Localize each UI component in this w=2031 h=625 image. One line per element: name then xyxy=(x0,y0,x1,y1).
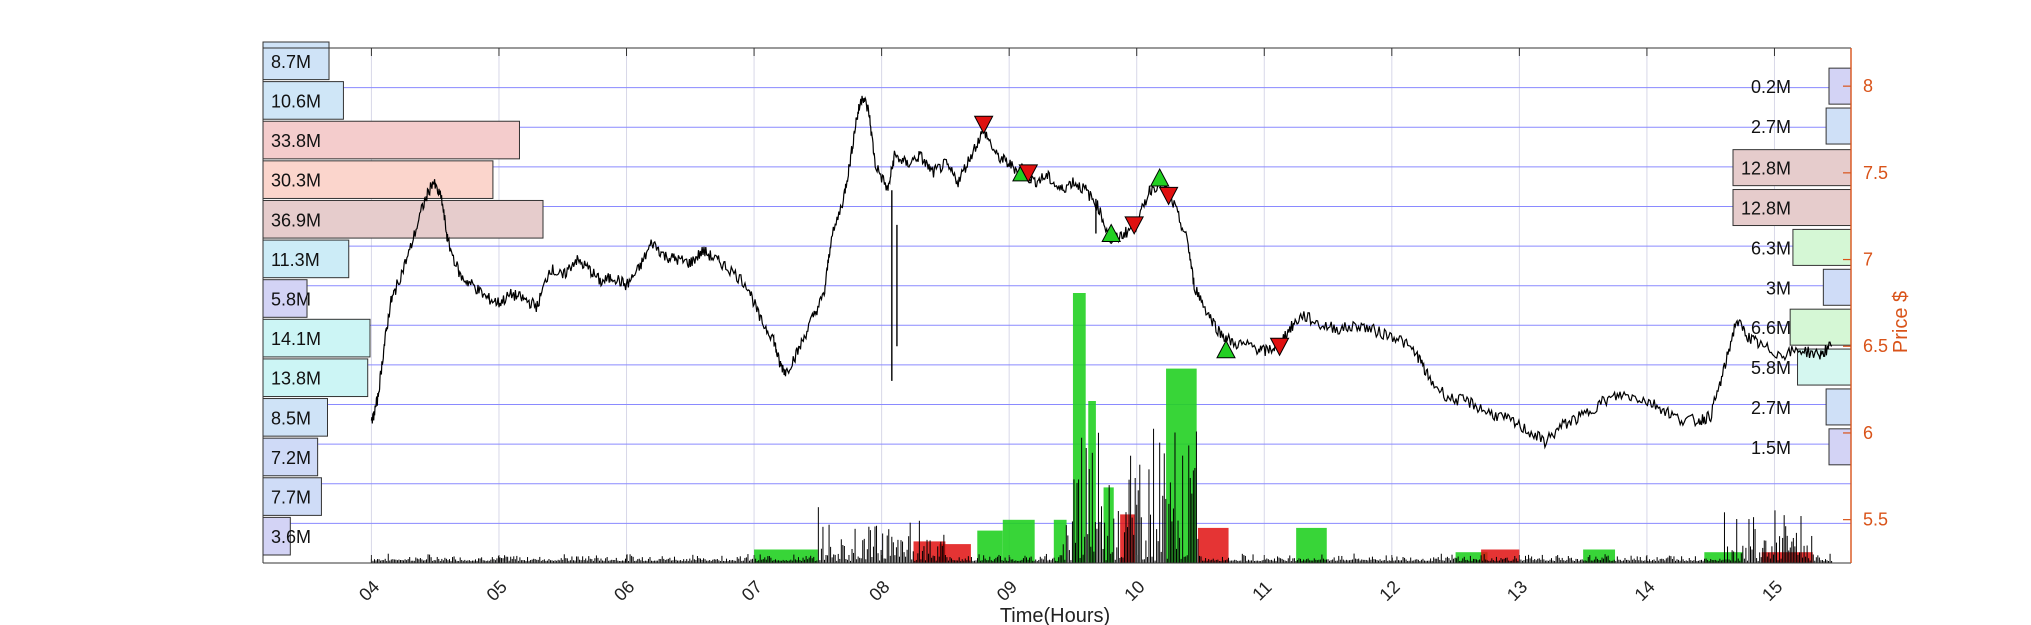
volume-profile-label-right: 2.7M xyxy=(1751,398,1791,418)
x-tick-label: 04 xyxy=(355,577,383,605)
buy-marker xyxy=(1101,223,1122,243)
volume-profile-label-left: 7.2M xyxy=(271,448,311,468)
volume-profile-label-left: 3.6M xyxy=(271,527,311,547)
volume-profile-bar-right xyxy=(1789,308,1852,346)
x-tick-label: 14 xyxy=(1631,577,1659,605)
sell-marker xyxy=(1269,337,1290,357)
volume-profile-bar-left xyxy=(262,199,544,239)
volume-profile-label-right: 6.3M xyxy=(1751,238,1791,258)
volume-bar-up xyxy=(1103,487,1114,563)
volume-profile-bar-left xyxy=(262,398,328,437)
volume-profile-label-left: 10.6M xyxy=(271,91,321,111)
x-tick-label: 12 xyxy=(1375,577,1403,605)
volume-profile-bar-left xyxy=(262,279,308,318)
volume-profile-bar-right xyxy=(1822,268,1852,306)
volume-profile-bar-left xyxy=(262,477,322,516)
buy-marker xyxy=(1149,167,1170,187)
volume-profile-label-left: 33.8M xyxy=(271,131,321,151)
x-axis-title: Time(Hours) xyxy=(1000,605,1110,625)
volume-profile-right: 0.2M 2.7M 12.8M 12.8M 6.3M 3M 6.6M 5.8M 2.7M 1.5M xyxy=(1732,67,1852,466)
volume-profile-bar-left xyxy=(262,239,350,279)
volume-bar-up xyxy=(1002,519,1035,563)
x-tick-label: 07 xyxy=(738,577,766,605)
y-axis-title: Price $ xyxy=(1890,291,1912,353)
volume-profile-label-left: 36.9M xyxy=(271,210,321,230)
trade-markers xyxy=(973,115,1290,359)
volume-profile-label-left: 11.3M xyxy=(271,250,320,270)
volume-profile-bar-left xyxy=(262,318,371,358)
x-tick-label: 06 xyxy=(610,577,638,605)
volume-bar-up xyxy=(754,549,818,563)
x-tick-label: 13 xyxy=(1503,577,1531,605)
volume-profile-left: 8.7M 10.6M 33.8M 30.3M 36.9M 11.3M 5.8M 14.1M 13… xyxy=(262,41,544,556)
sell-marker xyxy=(1018,164,1039,183)
x-tick-label: 11 xyxy=(1248,577,1275,604)
volume-bars xyxy=(370,293,1833,563)
volume-profile-bar-left xyxy=(262,358,369,398)
volume-profile-bar-right xyxy=(1825,107,1852,145)
volume-profile-label-left: 8.7M xyxy=(271,52,311,72)
volume-profile-label-left: 14.1M xyxy=(271,329,321,349)
volume-bar-up xyxy=(1072,293,1086,563)
volume-profile-label-right: 12.8M xyxy=(1741,159,1791,179)
price-tick-label: 6.5 xyxy=(1863,336,1888,356)
sell-marker xyxy=(1124,216,1144,235)
x-tick-label: 08 xyxy=(865,577,893,605)
volume-profile-label-left: 5.8M xyxy=(271,290,311,310)
volume-profile-label-right: 5.8M xyxy=(1751,358,1791,378)
price-tick-label: 6 xyxy=(1863,423,1873,443)
x-tick-label: 05 xyxy=(483,577,511,605)
volume-profile-label-right: 0.2M xyxy=(1751,77,1791,97)
volume-profile-label-right: 12.8M xyxy=(1741,199,1791,219)
volume-profile-label-left: 8.5M xyxy=(271,408,311,428)
volume-profile-label-right: 3M xyxy=(1766,278,1791,298)
volume-profile-bar-right xyxy=(1792,228,1852,266)
volume-profile-bar-left xyxy=(262,120,520,160)
x-tick-label: 10 xyxy=(1120,577,1148,605)
price-tick-label: 8 xyxy=(1863,76,1873,96)
price-line xyxy=(370,95,1833,450)
volume-profile-bar-right xyxy=(1732,189,1852,227)
volume-profile-bar-right xyxy=(1825,388,1852,426)
sell-marker xyxy=(973,115,994,135)
volume-bar-up xyxy=(1455,552,1488,563)
price-series xyxy=(370,95,1833,450)
volume-profile-label-right: 1.5M xyxy=(1751,438,1791,458)
volume-bar-down xyxy=(1481,549,1520,563)
volume-profile-label-right: 2.7M xyxy=(1751,117,1791,137)
volume-profile-bar-left xyxy=(262,437,319,477)
x-tick-label: 15 xyxy=(1758,577,1786,605)
volume-profile-bar-left xyxy=(262,516,291,556)
volume-profile-label-left: 30.3M xyxy=(271,171,321,191)
volume-profile-bar-left xyxy=(262,81,344,120)
volume-profile-label-left: 7.7M xyxy=(271,488,311,508)
volume-profile-bar-right xyxy=(1828,428,1852,466)
sell-marker xyxy=(1158,186,1179,206)
volume-bar-up xyxy=(1704,552,1743,563)
volume-profile-label-right: 6.6M xyxy=(1751,318,1791,338)
buy-marker xyxy=(1216,339,1236,359)
price-tick-label: 5.5 xyxy=(1863,510,1888,530)
volume-bar-down xyxy=(1197,527,1229,563)
x-tick-label: 09 xyxy=(993,577,1021,605)
price-tick-label: 7.5 xyxy=(1863,163,1888,183)
volume-profile-bar-right xyxy=(1732,149,1852,187)
price-tick-label: 7 xyxy=(1863,250,1873,270)
volume-profile-label-left: 13.8M xyxy=(271,369,321,389)
